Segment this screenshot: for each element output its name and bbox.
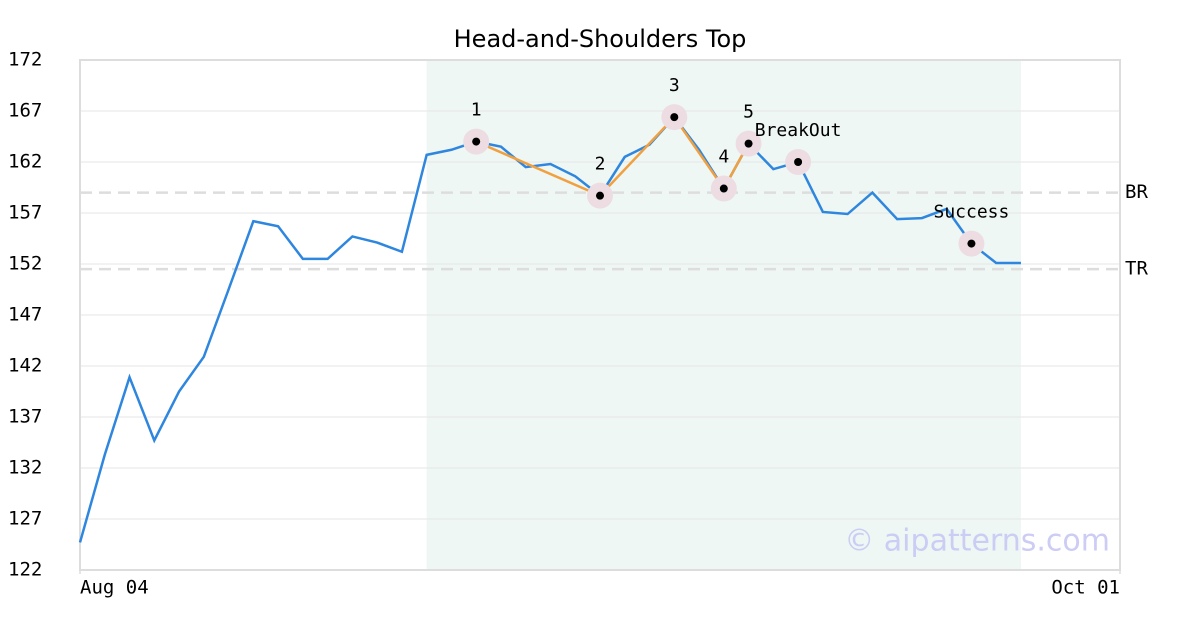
- x-tick-label: Oct 01: [1051, 577, 1120, 599]
- pattern-label: 4: [718, 147, 729, 168]
- pattern-point: [472, 137, 481, 146]
- annotation-point: [967, 239, 976, 248]
- watermark: © aipatterns.com: [844, 524, 1110, 559]
- reference-label: TR: [1125, 258, 1148, 280]
- price-line: [78, 115, 1021, 543]
- pattern-label: 5: [743, 102, 754, 123]
- y-tick-label: 122: [8, 559, 42, 581]
- pattern-label: 1: [471, 100, 482, 121]
- pattern-label: 3: [669, 75, 680, 96]
- reference-label: BR: [1125, 181, 1148, 203]
- y-tick-label: 167: [8, 100, 42, 122]
- y-tick-label: 142: [8, 355, 42, 377]
- y-tick-label: 162: [8, 151, 42, 173]
- y-tick-label: 147: [8, 304, 42, 326]
- annotation-label: Success: [933, 202, 1009, 223]
- chart-title: Head-and-Shoulders Top: [454, 25, 747, 53]
- y-tick-label: 172: [8, 49, 42, 71]
- pattern-point: [596, 191, 604, 200]
- y-tick-label: 137: [8, 406, 42, 428]
- pattern-point: [744, 139, 753, 148]
- x-tick-label: Aug 04: [80, 577, 149, 599]
- pattern-point: [719, 184, 728, 193]
- pattern-label: 2: [595, 154, 606, 175]
- annotation-point: [794, 158, 803, 166]
- annotation-label: BreakOut: [755, 120, 842, 141]
- plot-frame: [79, 59, 1121, 571]
- y-tick-label: 127: [8, 508, 42, 530]
- pattern-point: [670, 113, 679, 122]
- y-tick-label: 132: [8, 457, 42, 479]
- y-tick-label: 152: [8, 253, 42, 275]
- y-tick-label: 157: [8, 202, 42, 224]
